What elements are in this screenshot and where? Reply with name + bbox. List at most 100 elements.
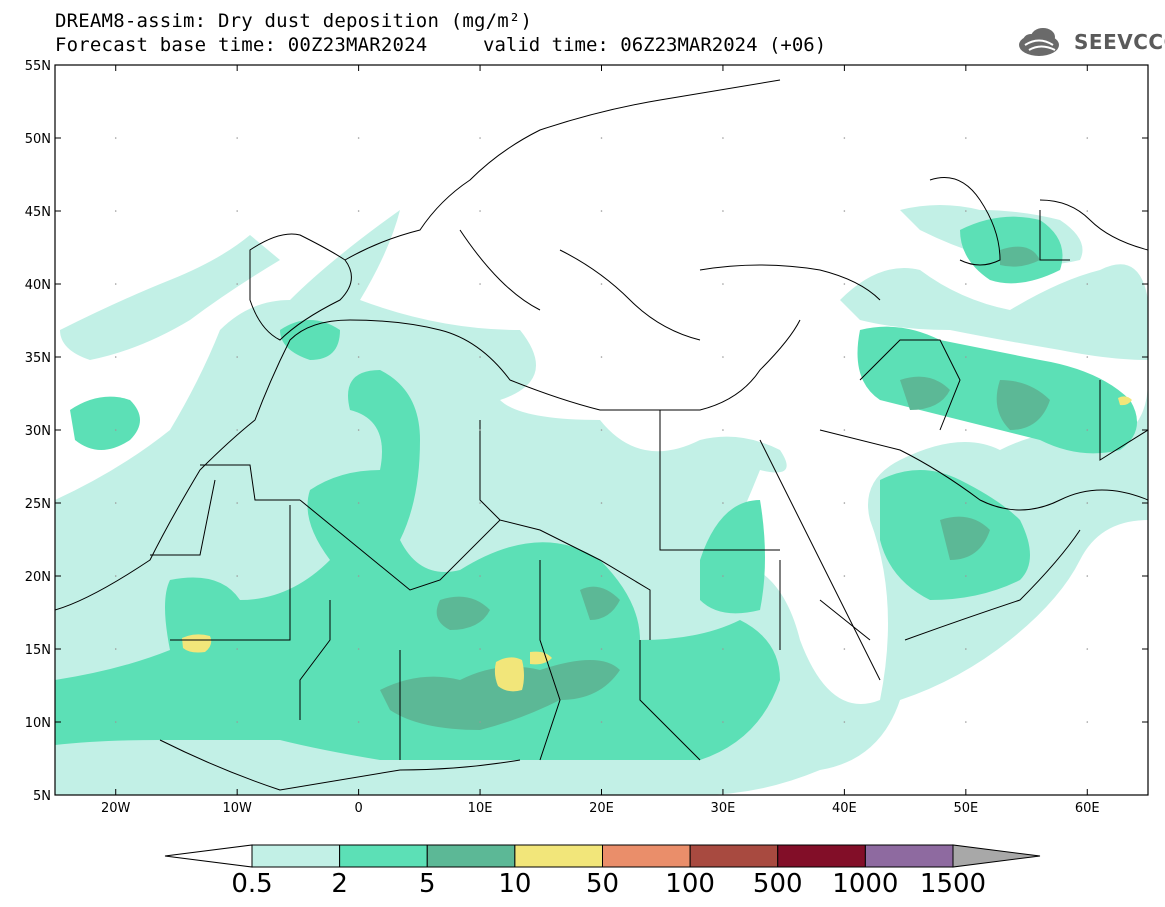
colorbar-over-arrow (952, 844, 1041, 868)
lon-label: 0 (354, 801, 362, 816)
grid-dot (114, 575, 117, 577)
lon-label: 30E (711, 801, 736, 816)
grid-dot (479, 721, 481, 723)
grid-dot (479, 356, 481, 358)
lat-label: 40N (25, 278, 51, 293)
grid-dot (965, 356, 967, 358)
grid-dot (236, 502, 238, 504)
grid-dot (114, 137, 117, 139)
colorbar-label: 500 (753, 869, 803, 899)
grid-dot (965, 502, 967, 504)
grid-dot (600, 137, 603, 139)
grid-dot (357, 575, 360, 577)
grid-dot (600, 502, 603, 504)
lon-label: 20W (101, 801, 131, 816)
colorbar-label: 5 (419, 869, 436, 899)
forecast-base-time: Forecast base time: 00Z23MAR2024 (55, 34, 428, 56)
grid-dot (722, 210, 724, 212)
grid-dot (600, 283, 603, 285)
grid-dot (357, 502, 360, 504)
grid-dot (236, 721, 238, 723)
colorbar-label: 2 (331, 869, 348, 899)
colorbar-segment (864, 844, 954, 868)
lat-label: 25N (25, 497, 51, 512)
seevccc-logo (1019, 28, 1059, 56)
grid-dot (965, 575, 967, 577)
colorbar-label: 10 (498, 869, 531, 899)
grid-dot (843, 502, 846, 504)
grid-dot (357, 356, 360, 358)
grid-dot (479, 283, 481, 285)
grid-dot (1086, 210, 1089, 212)
grid-dot (1086, 137, 1089, 139)
grid-dot (236, 648, 238, 650)
grid-dot (722, 356, 724, 358)
valid-time: valid time: 06Z23MAR2024 (+06) (483, 34, 827, 56)
colorbar-label: 50 (586, 869, 619, 899)
grid-dot (357, 648, 360, 650)
grid-dot (236, 575, 238, 577)
lon-label: 50E (953, 801, 978, 816)
deposition-level-3 (380, 246, 1050, 730)
grid-dot (236, 137, 238, 139)
lat-label: 30N (25, 424, 51, 439)
lat-label: 50N (25, 132, 51, 147)
grid-dot (236, 356, 238, 358)
grid-dot (357, 137, 360, 139)
grid-dot (479, 575, 481, 577)
lat-label: 20N (25, 570, 51, 585)
lon-label: 10E (468, 801, 493, 816)
grid-dot (843, 721, 846, 723)
grid-dot (357, 721, 360, 723)
grid-dot (965, 429, 967, 431)
grid-dot (843, 648, 846, 650)
lat-label: 55N (25, 59, 51, 74)
grid-dot (114, 648, 117, 650)
grid-dot (843, 356, 846, 358)
colorbar-label: 100 (665, 869, 715, 899)
grid-dot (114, 210, 117, 212)
grid-dot (843, 575, 846, 577)
grid-dot (357, 283, 360, 285)
grid-dot (965, 137, 967, 139)
grid-dot (722, 721, 724, 723)
lon-label: 40E (832, 801, 857, 816)
logo-text: SEEVCCC (1074, 30, 1165, 54)
grid-dot (479, 429, 481, 431)
colorbar-segment (689, 844, 779, 868)
grid-dot (600, 648, 603, 650)
grid-dot (114, 502, 117, 504)
grid-dot (843, 283, 846, 285)
lat-label: 35N (25, 351, 51, 366)
grid-dot (843, 210, 846, 212)
grid-dot (114, 429, 117, 431)
grid-dot (600, 429, 603, 431)
grid-dot (236, 283, 238, 285)
grid-dot (965, 210, 967, 212)
grid-dot (965, 721, 967, 723)
grid-dot (843, 429, 846, 431)
colorbar-segment (251, 844, 341, 868)
latitude-axis: 55N 50N 45N 40N 35N 30N 25N 20N 15N 10N 5N (25, 59, 1148, 804)
colorbar-under-arrow (164, 844, 253, 868)
lat-label: 15N (25, 643, 51, 658)
lat-label: 5N (33, 789, 51, 804)
grid-dot (843, 137, 846, 139)
colorbar-segment (426, 844, 516, 868)
lon-label: 10W (222, 801, 252, 816)
grid-dot (722, 648, 724, 650)
grid-dot (722, 575, 724, 577)
grid-dot (114, 356, 117, 358)
colorbar-segment (602, 844, 691, 868)
lat-label: 10N (25, 716, 51, 731)
grid-dot (114, 721, 117, 723)
grid-dot (1086, 575, 1089, 577)
grid-dot (1086, 429, 1089, 431)
colorbar: 0.5 2 5 10 50 100 500 1000 1500 (164, 844, 1041, 899)
colorbar-segment (777, 844, 866, 868)
grid-dot (600, 210, 603, 212)
colorbar-segment (514, 844, 603, 868)
colorbar-label: 1500 (920, 869, 986, 899)
grid-dot (357, 429, 360, 431)
grid-dot (1086, 283, 1089, 285)
